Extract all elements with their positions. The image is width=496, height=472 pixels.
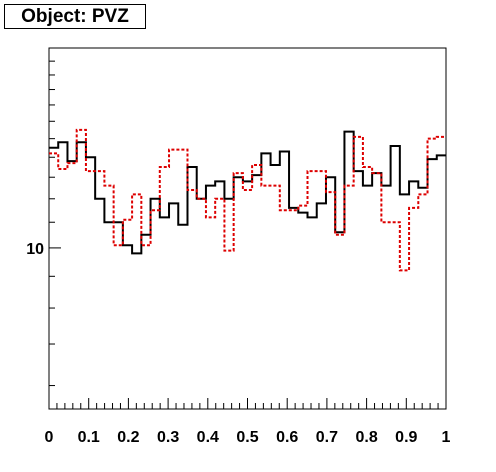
x-tick-label: 0.6 [276, 429, 298, 446]
x-tick-label: 0.9 [395, 429, 417, 446]
x-tick-label: 0.1 [78, 429, 100, 446]
title-box: Object: PVZ [4, 4, 146, 29]
y-tick-label: 10 [26, 241, 44, 258]
x-tick-label: 0.7 [316, 429, 338, 446]
x-tick-label: 0.4 [197, 429, 219, 446]
x-tick-label: 0.3 [157, 429, 179, 446]
x-tick-label: 0.8 [355, 429, 377, 446]
x-tick-label: 0 [45, 429, 54, 446]
x-tick-label: 1 [442, 429, 451, 446]
x-tick-label: 0.5 [236, 429, 258, 446]
series-1-step-line [49, 130, 446, 255]
plot-frame [48, 47, 447, 410]
series-2-step-line [49, 128, 446, 272]
chart-title: Object: PVZ [21, 5, 129, 27]
x-tick-label: 0.2 [117, 429, 139, 446]
